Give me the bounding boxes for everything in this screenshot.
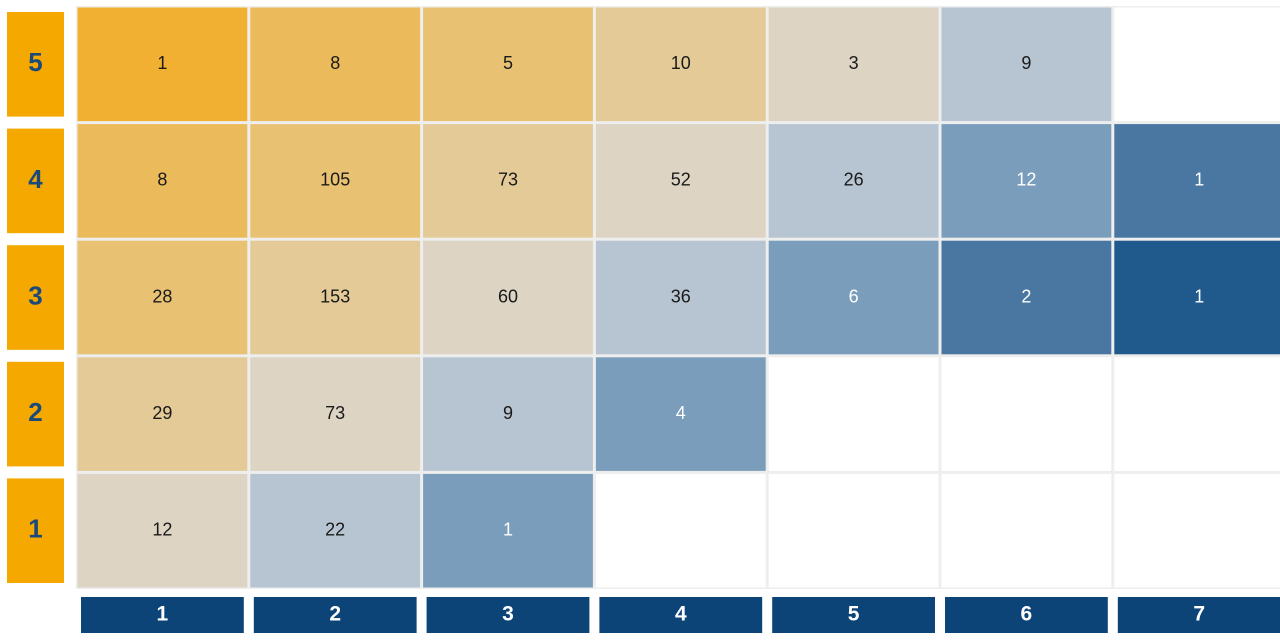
x-tick-label: 1	[157, 603, 169, 626]
heatmap-cell	[941, 240, 1112, 355]
cell-value-label: 153	[320, 286, 350, 306]
cell-value-label: 4	[676, 403, 686, 423]
heatmap-cell	[1114, 124, 1280, 238]
y-tick-label: 2	[28, 397, 42, 427]
y-tick-label: 5	[28, 47, 42, 77]
cell-value-label: 8	[330, 53, 340, 73]
cell-value-label: 22	[325, 519, 345, 539]
heatmap-cell	[595, 124, 766, 238]
heatmap-cell	[768, 473, 939, 588]
cell-value-label: 52	[671, 170, 691, 190]
x-tick-label: 3	[502, 603, 514, 626]
heatmap-cell	[77, 124, 248, 238]
cell-value-label: 9	[1021, 53, 1031, 73]
heatmap-cell	[423, 124, 593, 238]
cell-value-label: 5	[503, 53, 513, 73]
heatmap-cell	[250, 473, 421, 588]
heatmap-cell	[77, 473, 248, 588]
heatmap-cell	[423, 7, 593, 122]
heatmap-cell	[1114, 357, 1280, 471]
y-axis-label-box	[7, 361, 64, 467]
y-axis-label-box	[7, 478, 64, 583]
heatmap-cell	[595, 240, 766, 355]
heatmap-cell	[250, 124, 421, 238]
heatmap-cell	[941, 124, 1112, 238]
heatmap-cell	[423, 240, 593, 355]
heatmap-cell	[1114, 7, 1280, 122]
cell-value-label: 60	[498, 286, 518, 306]
heatmap-cell	[595, 357, 766, 471]
x-axis-label-box	[945, 597, 1108, 633]
cell-value-label: 26	[844, 170, 864, 190]
heatmap-cell	[1114, 240, 1280, 355]
x-axis-label-box	[81, 597, 244, 633]
cell-value-label: 3	[849, 53, 859, 73]
cell-value-label: 73	[325, 403, 345, 423]
y-axis-label-box	[7, 12, 64, 117]
heatmap-cell	[768, 124, 939, 238]
heatmap-cell	[77, 357, 248, 471]
y-axis-label-box	[7, 245, 64, 350]
x-axis-label-box	[599, 597, 763, 633]
heatmap-cell	[250, 357, 421, 471]
x-tick-label: 2	[329, 603, 341, 626]
cell-value-label: 105	[320, 170, 350, 190]
x-axis-label-box	[253, 597, 417, 633]
cell-value-label: 6	[849, 286, 859, 306]
heatmap-cells: 1 8 5 10 3 98 105 73 52 26 12 128 153 60 36 6 2 129 73 9 412…	[76, 6, 1280, 589]
heatmap-cell	[423, 473, 593, 588]
cell-value-label: 28	[152, 286, 172, 306]
cell-value-label: 1	[1194, 286, 1204, 306]
cell-value-label: 36	[671, 286, 691, 306]
x-axis-labels: 1 2 3 4 5 6 7	[81, 597, 1280, 633]
cell-value-label: 9	[503, 403, 513, 423]
x-axis-label-box	[1117, 597, 1280, 633]
x-tick-label: 7	[1193, 603, 1205, 626]
x-axis-label-box	[426, 597, 590, 633]
x-tick-label: 5	[848, 603, 860, 626]
x-tick-label: 6	[1021, 603, 1033, 626]
y-tick-label: 3	[28, 280, 42, 310]
cell-value-label: 1	[503, 519, 513, 539]
heatmap-cell	[941, 473, 1112, 588]
heatmap-cell	[595, 473, 766, 588]
y-tick-label: 4	[28, 164, 43, 194]
cell-value-label: 8	[157, 170, 167, 190]
cell-value-label: 29	[152, 403, 172, 423]
heatmap-cell	[941, 7, 1112, 122]
heatmap-cell	[595, 7, 766, 122]
x-tick-label: 4	[675, 603, 687, 626]
cell-value-label: 2	[1021, 286, 1031, 306]
heatmap-cell	[423, 357, 593, 471]
heatmap-cell	[941, 357, 1112, 471]
cell-value-label: 1	[157, 53, 167, 73]
cell-value-label: 1	[1194, 170, 1204, 190]
cell-value-label: 12	[1016, 170, 1036, 190]
y-tick-label: 1	[28, 514, 42, 544]
heatmap-cell	[1114, 473, 1280, 588]
cell-value-label: 12	[152, 519, 172, 539]
y-axis-label-box	[7, 128, 64, 234]
y-axis-labels: 5 4 3 2 1	[7, 12, 64, 583]
heatmap-cell	[768, 7, 939, 122]
heatmap-cell	[250, 240, 421, 355]
cell-value-label: 73	[498, 170, 518, 190]
heatmap-cell	[77, 240, 248, 355]
x-axis-label-box	[772, 597, 935, 633]
cell-value-label: 10	[671, 53, 691, 73]
heatmap-cell	[768, 240, 939, 355]
heatmap-cell	[250, 7, 421, 122]
heatmap-cell	[768, 357, 939, 471]
heatmap-cell	[77, 7, 248, 122]
